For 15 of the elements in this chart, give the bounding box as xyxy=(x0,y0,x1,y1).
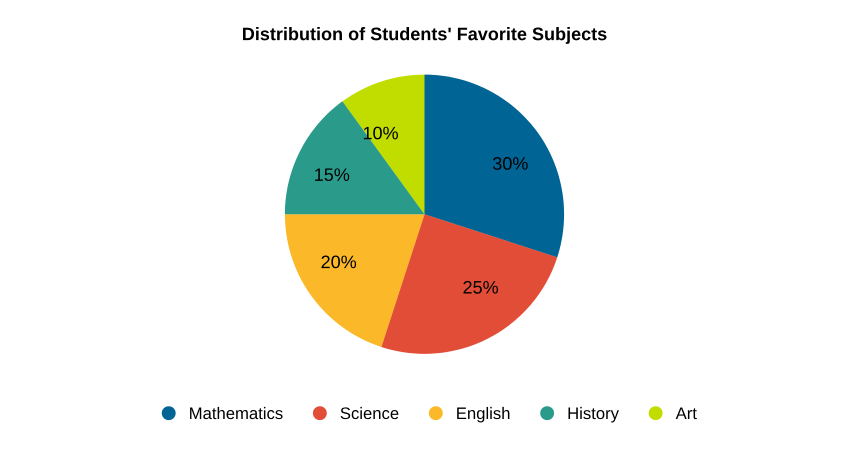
legend-label: Art xyxy=(676,408,697,420)
data-label: 20% xyxy=(322,256,356,268)
legend-label: History xyxy=(568,406,619,422)
legend-label: Science xyxy=(340,406,398,420)
data-label: 25% xyxy=(463,280,498,294)
data-label: 30% xyxy=(492,157,528,170)
pie-slice xyxy=(424,74,564,258)
pie-slice xyxy=(284,214,424,347)
legend-label: Mathematics xyxy=(190,406,283,420)
pie-slice xyxy=(381,214,558,354)
data-label: 10% xyxy=(364,126,398,140)
legend-label: English xyxy=(457,406,510,422)
chart-title: Distribution of Students' Favorite Subjects xyxy=(243,27,606,44)
data-label: 15% xyxy=(315,168,350,182)
pie-slice xyxy=(284,101,424,214)
